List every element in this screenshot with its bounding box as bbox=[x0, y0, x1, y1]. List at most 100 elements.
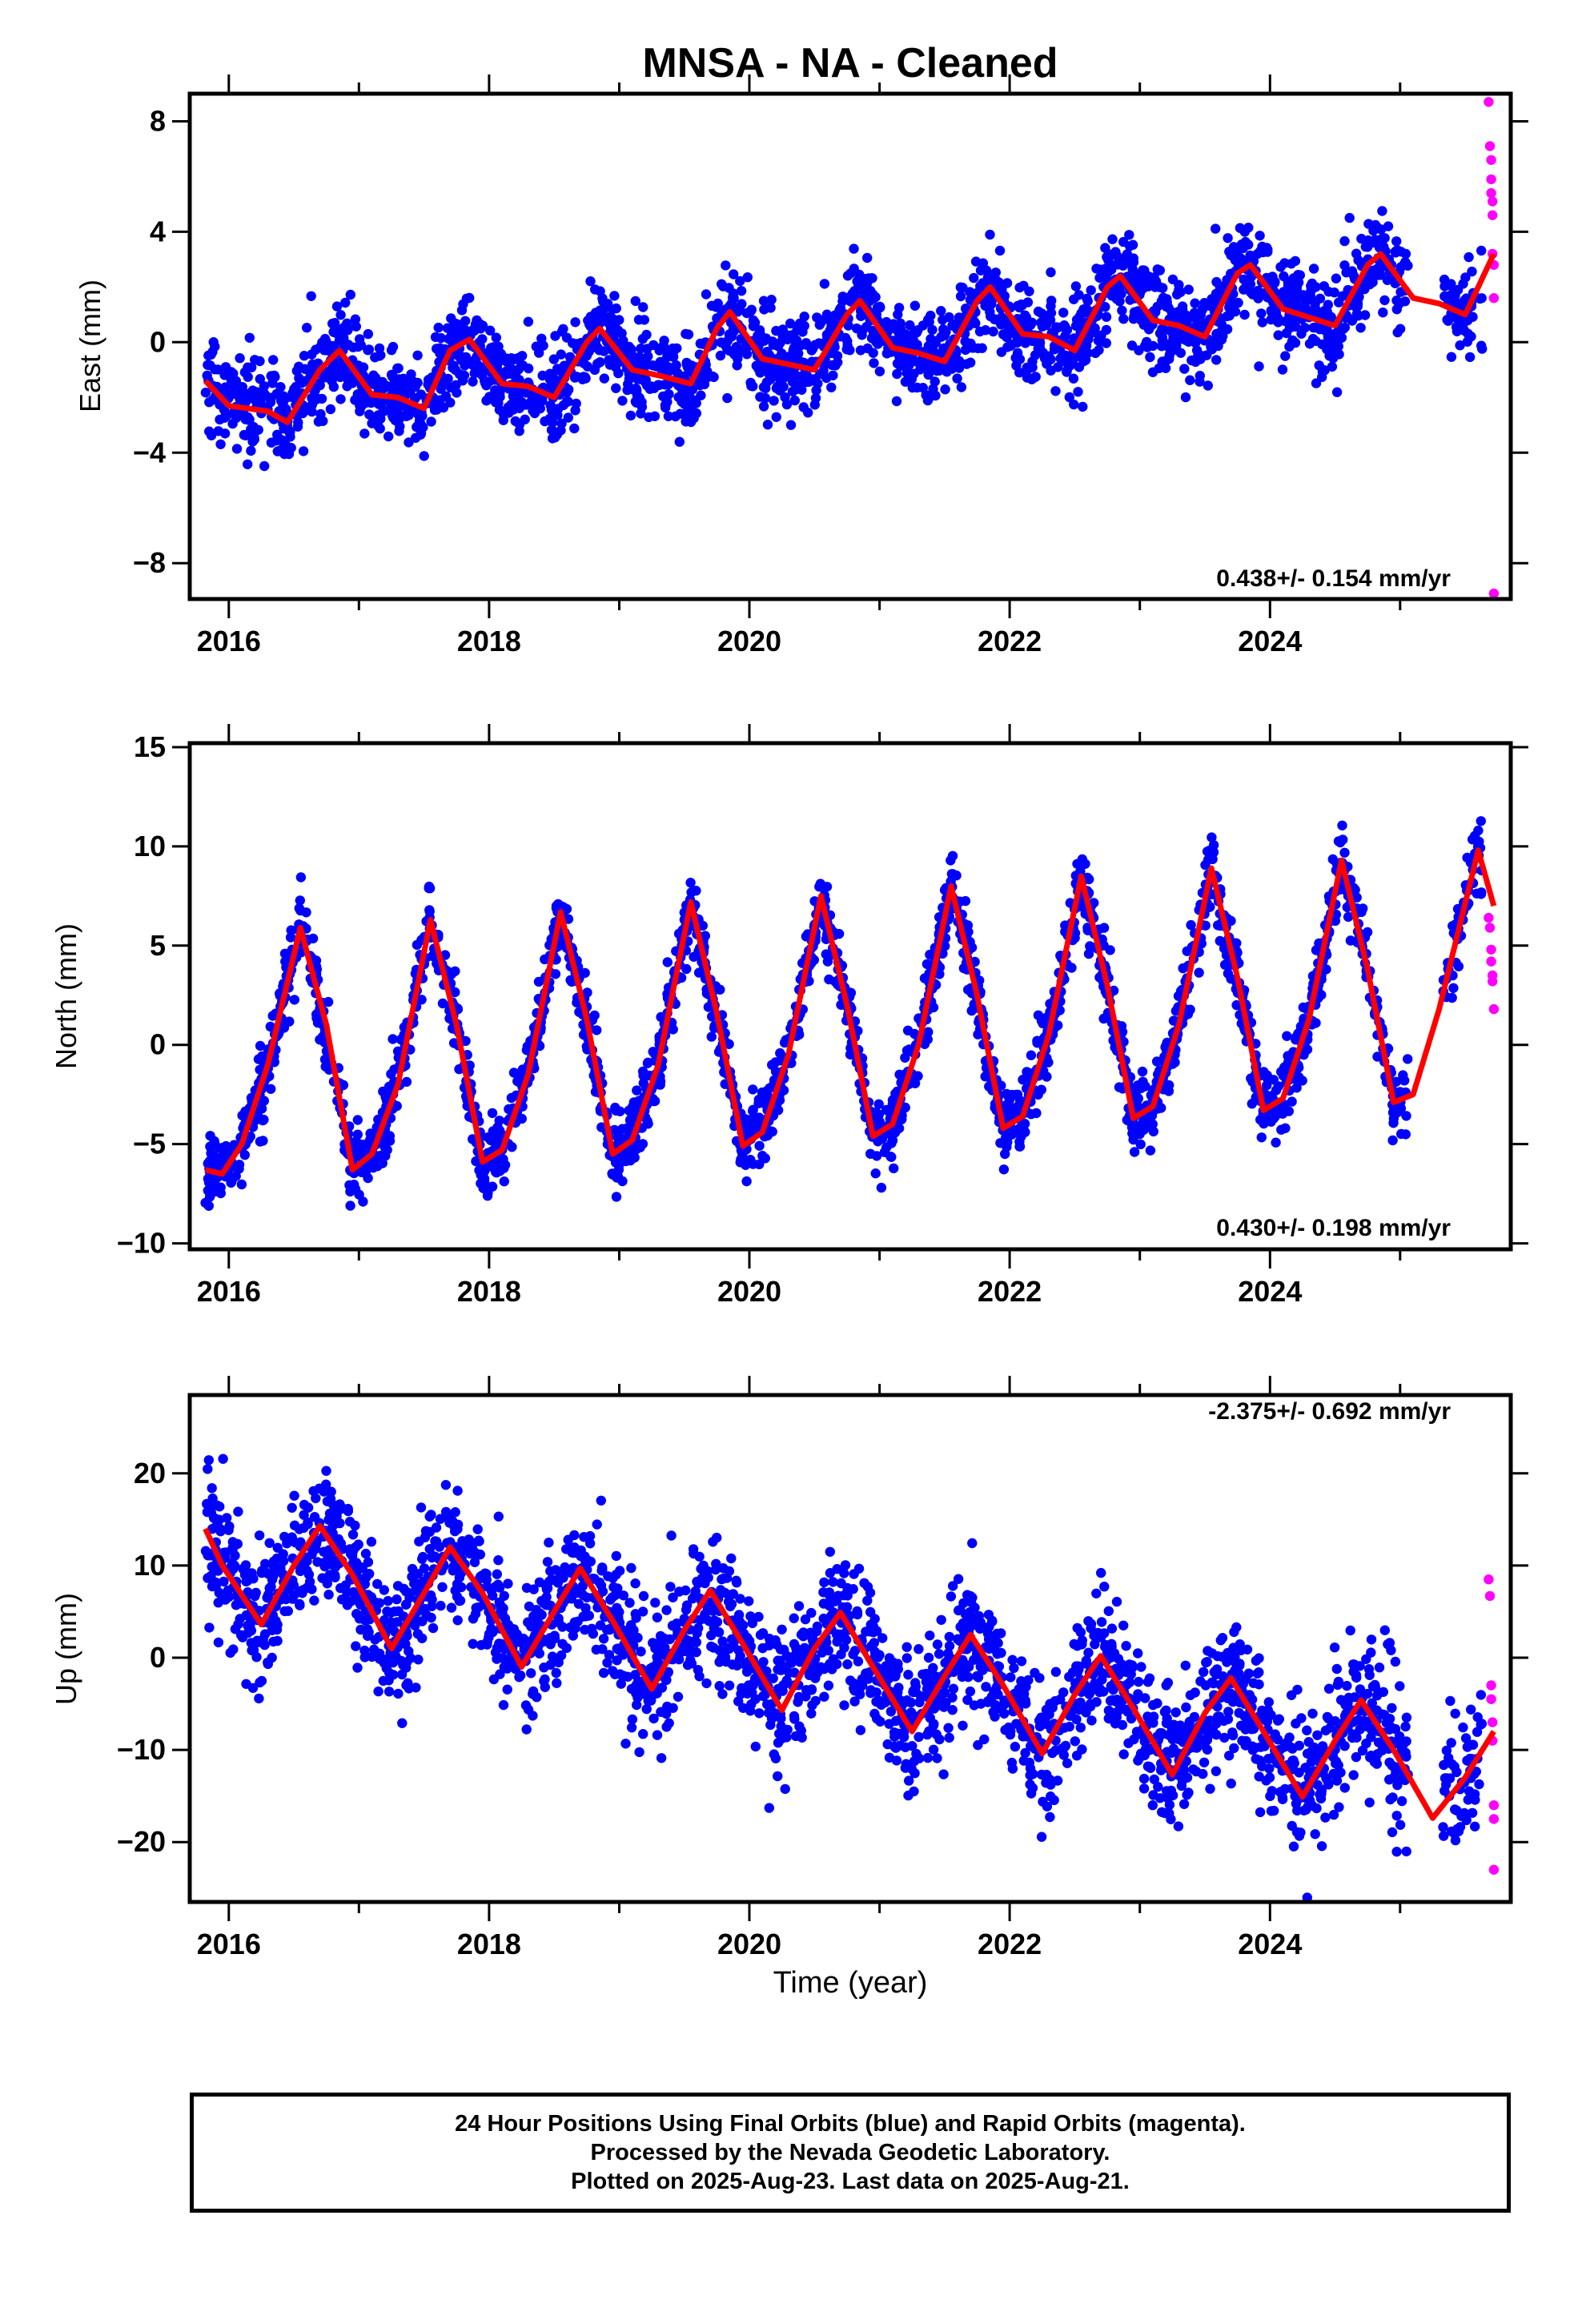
east-final-point bbox=[1311, 378, 1322, 388]
east-y-tick-label: −8 bbox=[133, 546, 166, 579]
north-final-point bbox=[773, 1105, 784, 1116]
east-final-point bbox=[1086, 285, 1096, 296]
east-final-point bbox=[255, 397, 266, 408]
east-final-point bbox=[1374, 243, 1385, 253]
north-final-point bbox=[1129, 1147, 1140, 1157]
east-final-point bbox=[1179, 364, 1190, 374]
east-final-point bbox=[609, 315, 620, 325]
east-final-point bbox=[717, 279, 727, 289]
east-final-point bbox=[663, 362, 673, 372]
east-final-point bbox=[1118, 253, 1129, 263]
north-final-point bbox=[1215, 935, 1226, 947]
east-final-point bbox=[440, 391, 452, 401]
north-final-point bbox=[203, 1158, 213, 1169]
east-final-point bbox=[1106, 291, 1118, 301]
north-final-point bbox=[1291, 1083, 1302, 1093]
east-final-point bbox=[761, 377, 772, 388]
east-final-point bbox=[1331, 273, 1342, 283]
east-final-point bbox=[654, 345, 665, 356]
north-final-point bbox=[256, 1104, 267, 1114]
east-final-point bbox=[1322, 324, 1332, 335]
east-final-point bbox=[701, 289, 712, 300]
east-final-point bbox=[426, 416, 436, 427]
north-final-point bbox=[1194, 967, 1204, 978]
north-final-point bbox=[1116, 1021, 1127, 1031]
north-final-point bbox=[1000, 1148, 1010, 1160]
east-final-point bbox=[1280, 316, 1291, 327]
east-final-point bbox=[632, 374, 643, 384]
east-final-point bbox=[1310, 296, 1320, 307]
east-final-point bbox=[927, 324, 938, 336]
east-final-point bbox=[881, 348, 893, 359]
north-final-point bbox=[589, 1010, 600, 1021]
east-final-point bbox=[909, 300, 921, 311]
east-final-point bbox=[760, 392, 771, 404]
east-final-point bbox=[298, 446, 309, 456]
east-final-point bbox=[1355, 323, 1366, 333]
east-final-point bbox=[450, 364, 461, 376]
east-final-point bbox=[853, 280, 864, 291]
east-final-point bbox=[1284, 341, 1295, 352]
north-final-point bbox=[622, 1123, 632, 1133]
east-final-point bbox=[642, 344, 652, 354]
north-final-point bbox=[474, 1165, 484, 1176]
east-rapid-point bbox=[1484, 141, 1496, 151]
east-final-point bbox=[762, 420, 773, 430]
east-final-point bbox=[722, 392, 733, 404]
east-final-point bbox=[630, 396, 641, 407]
north-final-point bbox=[822, 956, 833, 967]
east-final-point bbox=[956, 382, 967, 392]
east-final-point bbox=[1114, 296, 1125, 307]
east-final-point bbox=[1277, 364, 1288, 375]
north-final-point bbox=[1284, 1052, 1295, 1063]
north-final-point bbox=[1145, 1145, 1156, 1156]
east-final-point bbox=[673, 392, 684, 403]
east-final-point bbox=[1230, 306, 1241, 317]
east-rapid-point bbox=[1486, 155, 1496, 165]
north-final-point bbox=[902, 1025, 913, 1036]
north-final-point bbox=[655, 1076, 666, 1087]
north-final-point bbox=[1387, 1135, 1398, 1146]
east-final-point bbox=[1391, 236, 1402, 247]
north-final-point bbox=[632, 1085, 642, 1096]
east-final-point bbox=[231, 444, 243, 454]
north-final-point bbox=[1083, 948, 1094, 959]
east-final-point bbox=[758, 401, 769, 412]
east-final-point bbox=[1377, 206, 1387, 216]
east-final-point bbox=[940, 384, 950, 395]
north-final-point bbox=[498, 1154, 508, 1164]
east-final-point bbox=[1070, 320, 1082, 332]
east-final-point bbox=[302, 323, 312, 333]
north-rapid-point bbox=[1484, 923, 1496, 933]
east-final-point bbox=[338, 338, 349, 348]
east-final-point bbox=[291, 385, 301, 396]
north-final-point bbox=[624, 1105, 634, 1116]
east-final-point bbox=[839, 294, 850, 304]
east-final-point bbox=[1082, 293, 1092, 304]
north-final-point bbox=[642, 1058, 653, 1069]
panel-north: North (mm) 0.430+/- 0.198 mm/yr 2016 2018… bbox=[50, 724, 1528, 1308]
east-final-point bbox=[1296, 328, 1307, 339]
east-final-point bbox=[1143, 324, 1154, 335]
east-final-point bbox=[1339, 235, 1350, 247]
north-final-point bbox=[760, 1153, 770, 1164]
north-final-point bbox=[295, 895, 305, 906]
east-final-point bbox=[917, 361, 928, 372]
east-final-point bbox=[485, 325, 496, 336]
east-final-point bbox=[1191, 337, 1201, 348]
east-final-point bbox=[1185, 375, 1195, 385]
east-final-point bbox=[869, 328, 880, 339]
north-final-point bbox=[450, 966, 460, 977]
north-final-point bbox=[1004, 1104, 1015, 1114]
east-final-point bbox=[1273, 330, 1283, 340]
east-final-point bbox=[521, 388, 532, 398]
east-final-point bbox=[923, 369, 934, 380]
east-rapid-point bbox=[1488, 588, 1500, 599]
north-rapid-point bbox=[1488, 976, 1498, 987]
east-final-point bbox=[1245, 287, 1256, 297]
east-model-line bbox=[203, 251, 1497, 425]
east-final-point bbox=[243, 459, 253, 469]
east-final-point bbox=[331, 301, 343, 312]
east-final-point bbox=[1053, 322, 1064, 333]
north-final-point bbox=[873, 1099, 884, 1110]
